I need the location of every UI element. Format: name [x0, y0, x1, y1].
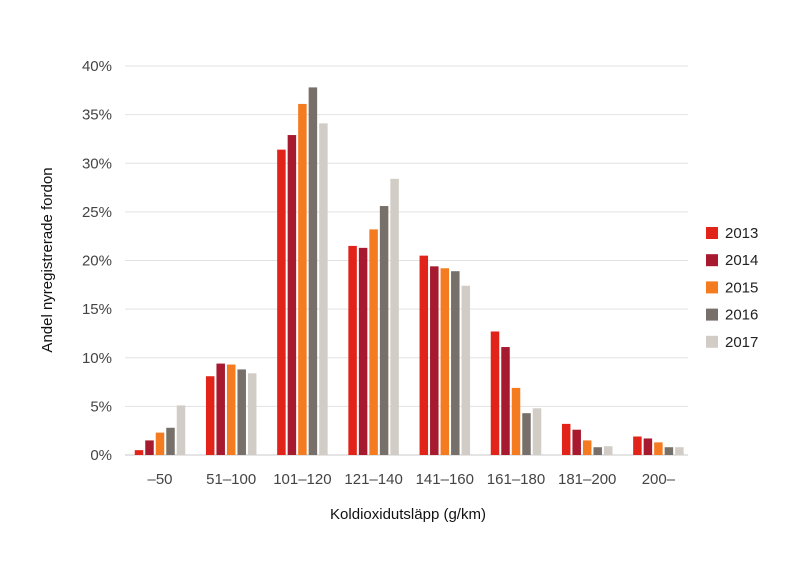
- bar-2016-7: [664, 447, 674, 455]
- bar-2013-7: [633, 436, 642, 455]
- legend-swatch-2014: [706, 254, 718, 267]
- bar-2015-6: [582, 440, 592, 455]
- bars: [134, 87, 684, 456]
- bar-2013-2: [277, 149, 286, 455]
- y-tick-label: 40%: [82, 58, 112, 75]
- y-tick-label: 20%: [82, 253, 112, 270]
- bar-2015-7: [654, 442, 663, 455]
- bar-2013-4: [419, 255, 429, 455]
- bar-2015-0: [155, 432, 165, 455]
- bar-2013-5: [490, 331, 500, 455]
- bar-2016-2: [308, 87, 318, 456]
- bar-2015-3: [369, 229, 378, 455]
- bar-2016-5: [522, 413, 531, 455]
- bar-2015-2: [298, 103, 307, 456]
- bar-2017-4: [461, 285, 471, 455]
- bar-2015-1: [226, 364, 236, 455]
- bar-2015-4: [440, 268, 450, 455]
- bar-2014-5: [501, 347, 510, 455]
- x-axis-title: Koldioxidutsläpp (g/km): [330, 506, 486, 523]
- bar-2014-1: [216, 363, 225, 455]
- legend-label-2017: 2017: [725, 334, 758, 351]
- legend-swatch-2013: [706, 227, 718, 239]
- y-tick-label: 0%: [90, 447, 112, 464]
- bar-2013-0: [134, 450, 144, 455]
- bar-2013-6: [561, 423, 571, 455]
- legend-label-2015: 2015: [725, 279, 758, 296]
- bar-2016-0: [166, 427, 175, 455]
- legend-swatch-2016: [706, 308, 718, 321]
- bar-2017-1: [247, 373, 257, 455]
- bar-2017-6: [603, 446, 613, 455]
- bar-2014-7: [643, 438, 653, 455]
- bar-2014-3: [358, 247, 368, 455]
- y-axis-title: Andel nyregistrerade fordon: [39, 167, 56, 352]
- x-tick-label: –50: [147, 471, 172, 488]
- x-tick-label: 161–180: [487, 471, 545, 488]
- x-tick-label: 121–140: [344, 471, 402, 488]
- y-tick-label: 10%: [82, 350, 112, 367]
- legend-label-2014: 2014: [725, 252, 758, 269]
- bar-2017-0: [176, 405, 186, 455]
- x-tick-label: 101–120: [273, 471, 331, 488]
- bar-2017-3: [390, 178, 399, 455]
- y-tick-label: 35%: [82, 107, 112, 124]
- bar-2013-1: [205, 376, 215, 455]
- bar-2013-3: [348, 245, 357, 455]
- y-tick-label: 30%: [82, 155, 112, 172]
- bar-2017-7: [675, 447, 684, 455]
- bar-2016-4: [451, 271, 460, 455]
- bar-2015-5: [511, 387, 521, 455]
- x-tick-label: 200–: [642, 471, 676, 488]
- x-tick-label: 181–200: [558, 471, 616, 488]
- legend-label-2016: 2016: [725, 307, 758, 324]
- x-tick-labels: –50 51–100 101–120 121–140 141–160 161–180 181…: [147, 471, 675, 488]
- bar-2016-6: [593, 447, 602, 455]
- bar-2014-6: [572, 429, 581, 455]
- legend-label-2013: 2013: [725, 225, 758, 242]
- bar-2017-5: [532, 408, 542, 455]
- legend-swatch-2015: [706, 281, 718, 294]
- x-tick-label: 141–160: [416, 471, 474, 488]
- x-tick-label: 51–100: [206, 471, 256, 488]
- bar-2016-1: [237, 369, 246, 455]
- bar-2017-2: [319, 123, 328, 455]
- y-tick-label: 5%: [90, 398, 112, 415]
- bar-2014-2: [287, 135, 297, 456]
- y-tick-labels: 0% 5% 10% 15% 20% 25% 30% 35% 40%: [82, 58, 112, 464]
- bar-2014-0: [145, 440, 154, 455]
- y-tick-label: 15%: [82, 301, 112, 318]
- bar-2016-3: [379, 206, 389, 455]
- y-tick-label: 25%: [82, 204, 112, 221]
- bar-2014-4: [430, 266, 439, 455]
- legend: 2013 2014 2015 2016 2017: [706, 225, 758, 351]
- legend-swatch-2017: [706, 335, 718, 348]
